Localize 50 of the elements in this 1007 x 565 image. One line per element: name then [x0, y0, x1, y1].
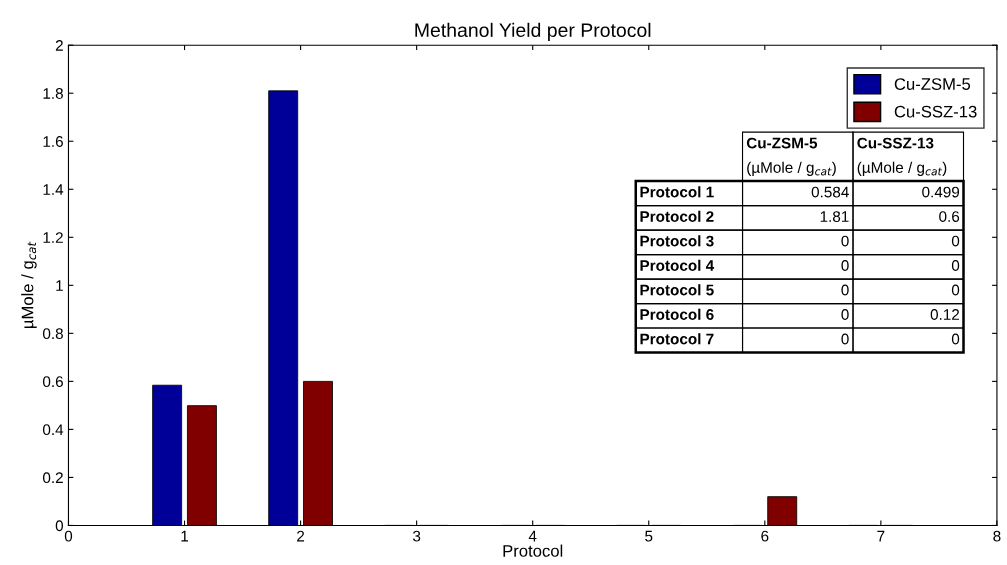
x-tick-label: 7	[877, 530, 885, 542]
y-axis-title: µMole / g$_{cat}$	[21, 241, 37, 329]
y-tick-label: 1.4	[43, 184, 64, 195]
annotation: Protocol 4	[640, 259, 715, 271]
annotation: 0.499	[922, 186, 960, 198]
annotation: 0	[951, 284, 960, 296]
annotation: 0	[951, 260, 960, 271]
x-tick-label: 1	[181, 530, 189, 542]
x-tick-label: 5	[645, 530, 653, 542]
x-tick-label: 6	[761, 530, 769, 542]
y-tick-label: 1.8	[43, 88, 63, 99]
y-tick-label: 0.8	[42, 328, 63, 340]
annotation: Protocol 5	[640, 284, 714, 296]
legend-label: Cu-ZSM-5	[894, 78, 971, 90]
x-tick-label: 3	[412, 530, 421, 542]
text: Cu-ZSM-5	[746, 137, 818, 149]
annotation: 1.81	[820, 211, 849, 222]
y-tick-label: 0.6	[42, 376, 63, 388]
y-tick-label: 0.2	[42, 472, 63, 484]
legend-label: Cu-SSZ-13	[894, 105, 977, 118]
annotation: Protocol 1	[640, 186, 714, 198]
y-tick-label: 1.2	[43, 232, 63, 243]
annotation: 0	[951, 235, 960, 247]
annotation: (µMole / g$_{cat}$)	[857, 161, 947, 176]
annotation: 0.584	[811, 186, 849, 198]
annotation: (µMole / g$_{cat}$)	[747, 161, 836, 176]
annotation: Protocol 2	[640, 210, 714, 222]
y-tick-label: 0	[55, 520, 64, 532]
annotation: 0	[841, 235, 849, 247]
x-tick-label: 2	[297, 530, 305, 542]
y-tick-label: 0.4	[42, 424, 64, 436]
annotation: Protocol 3	[640, 235, 714, 247]
annotation: 0	[841, 284, 849, 296]
chart-title: Methanol Yield per Protocol	[415, 22, 651, 41]
x-tick-label: 4	[528, 530, 537, 542]
text: Cu-SSZ-13	[857, 137, 934, 149]
annotation: 0.12	[930, 309, 960, 320]
annotation: 0.6	[939, 211, 960, 222]
annotation: 0	[841, 309, 849, 320]
y-tick-label: 1.6	[43, 136, 63, 147]
x-tick-label: 0	[64, 530, 73, 542]
x-axis-title: Protocol	[503, 544, 563, 557]
annotation: 0	[841, 260, 849, 271]
x-tick-label: 8	[993, 530, 1001, 542]
annotation: Protocol 6	[640, 308, 714, 320]
y-tick-label: 1	[56, 280, 63, 291]
annotation: 0	[841, 333, 849, 345]
annotation: Protocol 7	[640, 333, 714, 345]
annotation: 0	[951, 333, 960, 345]
y-tick-label: 2	[55, 40, 63, 51]
